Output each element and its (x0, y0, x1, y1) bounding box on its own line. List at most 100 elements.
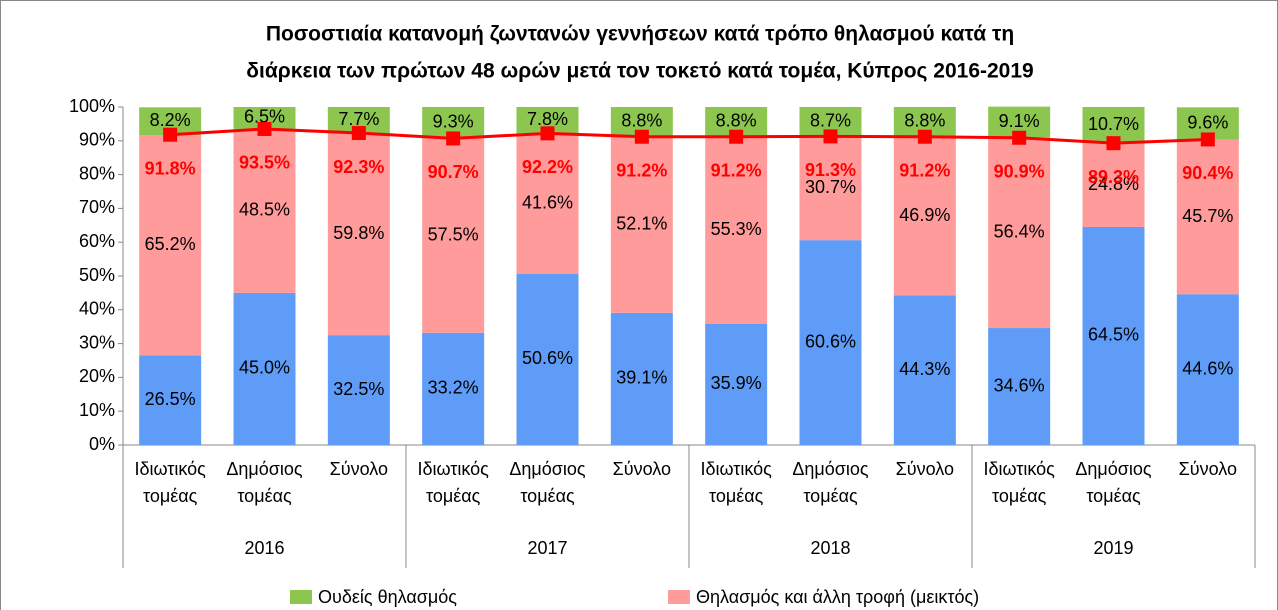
line-marker (1106, 136, 1121, 151)
y-tick-label: 10% (79, 400, 115, 420)
data-label: 50.6% (522, 348, 573, 368)
bar-segment (139, 355, 202, 445)
data-label: 45.7% (1182, 206, 1233, 226)
bar-segment (516, 133, 579, 274)
bar-segment (422, 332, 485, 445)
data-label: 46.9% (899, 205, 950, 225)
data-label: 8.2% (150, 110, 191, 130)
line-label: 91.3% (805, 160, 856, 180)
line-label: 89.3% (1088, 167, 1139, 187)
data-label: 32.5% (333, 379, 384, 399)
data-label: 26.5% (145, 389, 196, 409)
group-label: 2017 (527, 538, 567, 558)
x-tick-label: Σύνολο (1179, 459, 1237, 479)
bar-segment (233, 107, 296, 129)
data-label: 55.3% (711, 219, 762, 239)
line-label: 90.4% (1182, 163, 1233, 183)
y-tick-label: 90% (79, 130, 115, 150)
line-label: 92.2% (522, 157, 573, 177)
x-tick-label: Δημόσιος τομέας (1075, 459, 1152, 506)
bar-segment (1176, 139, 1239, 295)
data-label: 56.4% (994, 221, 1045, 241)
bar-segment (610, 312, 673, 445)
bar-segment (610, 136, 673, 313)
data-label: 7.8% (527, 109, 568, 129)
bar-segment (327, 133, 390, 336)
data-label: 8.8% (716, 111, 757, 131)
bar-segment (327, 335, 390, 445)
bar-segment (893, 136, 956, 296)
data-label: 9.1% (999, 111, 1040, 131)
line-label: 90.9% (994, 162, 1045, 182)
x-tick-label: Δημόσιος τομέας (509, 459, 586, 506)
legend-label: Ουδείς θηλασμός (318, 587, 457, 607)
line-label: 91.2% (711, 160, 762, 180)
x-tick-label: Σύνολο (896, 459, 954, 479)
line (170, 127, 1208, 145)
data-label: 44.6% (1182, 358, 1233, 378)
data-label: 33.2% (428, 378, 479, 398)
data-label: 41.6% (522, 192, 573, 212)
x-tick-label: Ιδιωτικός τομέας (700, 459, 772, 506)
line-marker (446, 131, 461, 146)
line-marker (1012, 130, 1027, 145)
data-label: 10.7% (1088, 114, 1139, 134)
line-marker (823, 129, 838, 144)
x-tick-label: Δημόσιος τομέας (792, 459, 869, 506)
bar-segment (422, 138, 485, 333)
group-label: 2019 (1093, 538, 1133, 558)
bar-segment (1176, 294, 1239, 445)
line-marker (1200, 132, 1215, 147)
legend-label: Θηλασμός και άλλη τροφή (μεικτός) (696, 587, 979, 607)
bar-segment (233, 128, 296, 293)
y-tick-label: 50% (79, 265, 115, 285)
y-tick-label: 60% (79, 231, 115, 251)
line-label: 91.8% (145, 158, 196, 178)
bar-segment (705, 323, 768, 445)
line-marker (634, 129, 649, 144)
bar-segment (705, 136, 768, 324)
data-label: 59.8% (333, 223, 384, 243)
x-tick-label: Σύνολο (330, 459, 388, 479)
data-label: 65.2% (145, 234, 196, 254)
data-label: 52.1% (616, 214, 667, 234)
data-label: 30.7% (805, 177, 856, 197)
line-marker (540, 126, 555, 141)
y-tick-label: 30% (79, 332, 115, 352)
y-tick-label: 0% (89, 434, 115, 454)
bar-segment (1082, 143, 1145, 227)
bar-segment (988, 328, 1051, 445)
bar-segment (988, 137, 1051, 329)
line-marker (351, 126, 366, 141)
data-label: 9.3% (433, 111, 474, 131)
line-label: 93.5% (239, 153, 290, 173)
bar-segment (799, 240, 862, 445)
data-label: 39.1% (616, 368, 667, 388)
chart-title: Ποσοστιαία κατανομή ζωντανών γεννήσεων κ… (266, 23, 1014, 46)
group-label: 2016 (244, 538, 284, 558)
line-marker (729, 129, 744, 144)
bar-segment (233, 292, 296, 445)
bar-segment (139, 135, 202, 356)
data-label: 64.5% (1088, 325, 1139, 345)
line-label: 92.3% (333, 157, 384, 177)
data-label: 34.6% (994, 375, 1045, 395)
line-marker (917, 129, 932, 144)
x-tick-label: Δημόσιος τομέας (226, 459, 303, 506)
data-label: 6.5% (244, 107, 285, 127)
x-tick-label: Ιδιωτικός τομέας (983, 459, 1055, 506)
chart-title: διάρκεια των πρώτων 48 ωρών μετά τον τοκ… (246, 60, 1033, 83)
bar-segment (893, 295, 956, 445)
data-label: 8.7% (810, 110, 851, 130)
group-label: 2018 (810, 538, 850, 558)
data-label: 48.5% (239, 200, 290, 220)
y-tick-label: 80% (79, 163, 115, 183)
data-label: 35.9% (711, 373, 762, 393)
y-tick-label: 20% (79, 366, 115, 386)
line-label: 91.2% (899, 160, 950, 180)
bar-segment (1082, 226, 1145, 445)
y-tick-label: 100% (69, 96, 115, 116)
bar-segment (516, 273, 579, 445)
data-label: 60.6% (805, 331, 856, 351)
